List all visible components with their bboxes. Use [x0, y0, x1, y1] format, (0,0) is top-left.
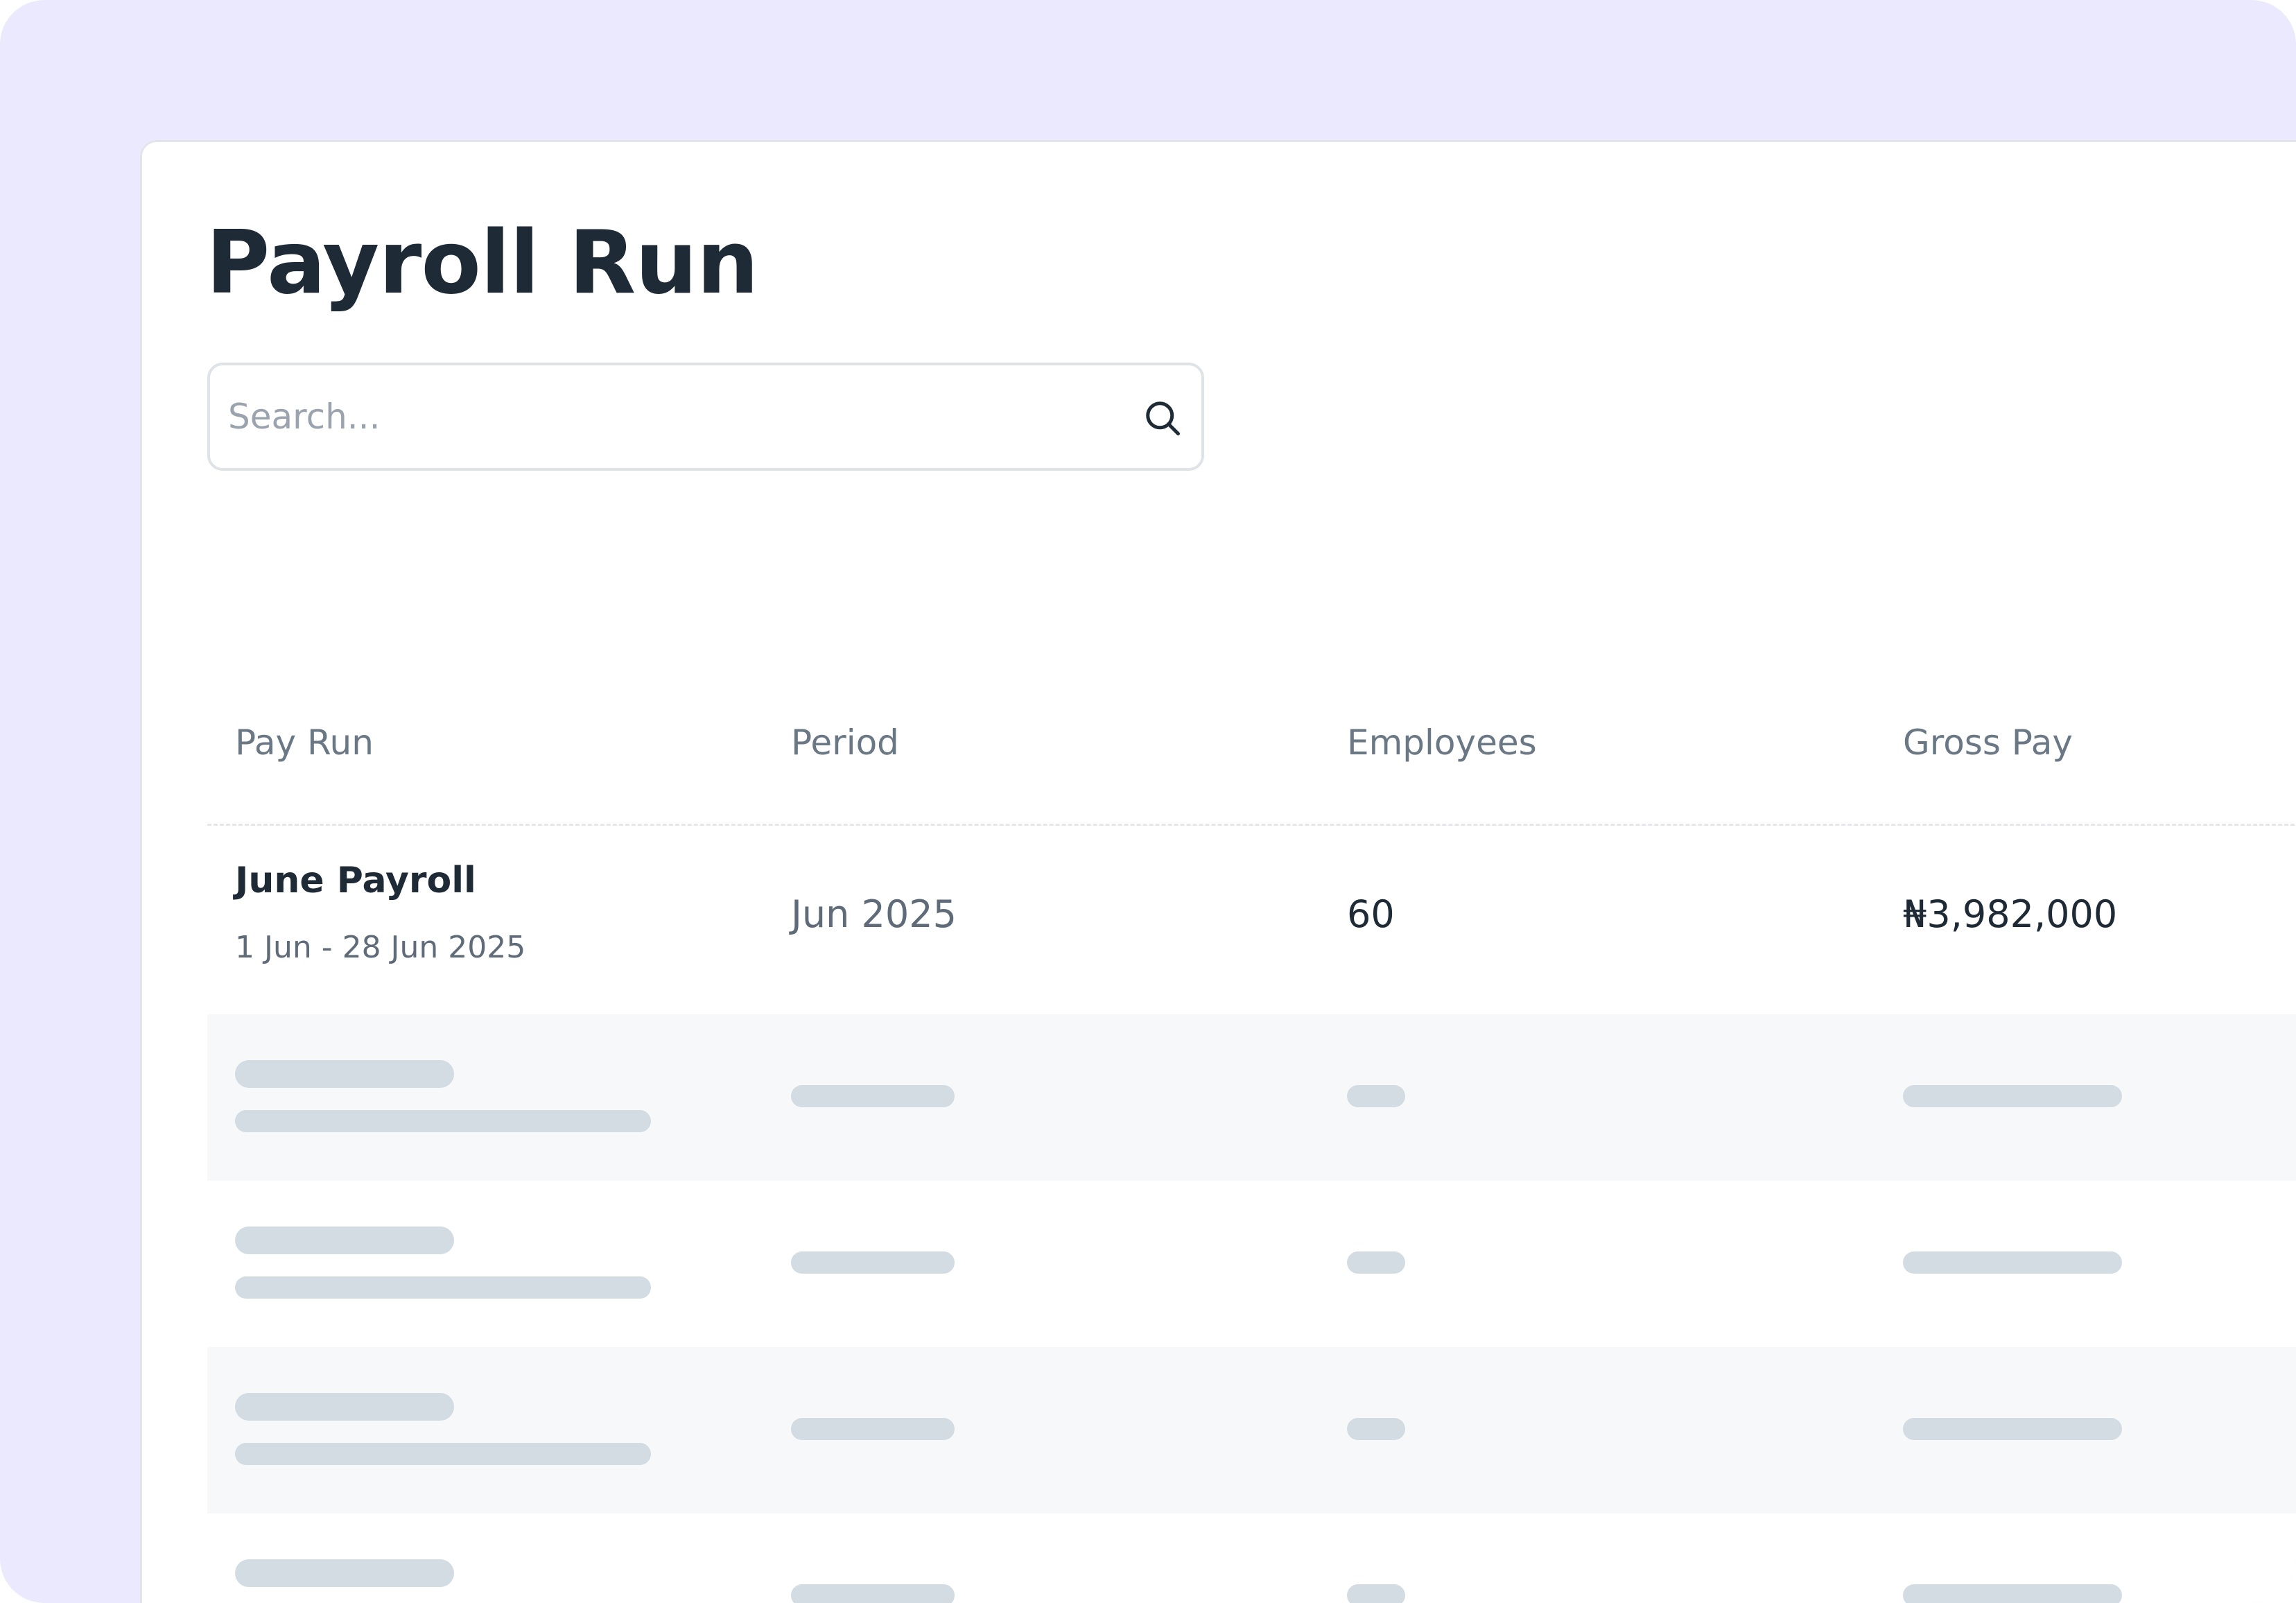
skeleton-bar [235, 1393, 454, 1421]
column-header-employees: Employees [1347, 722, 1537, 763]
page-title: Payroll Run [206, 211, 759, 313]
period-value: Jun 2025 [791, 892, 957, 936]
skeleton-bar [1903, 1584, 2122, 1603]
payroll-card: Payroll Run Pay Run Period Employees Gro… [140, 140, 2296, 1603]
skeleton-bar [235, 1227, 454, 1254]
skeleton-bar [1347, 1251, 1405, 1274]
skeleton-bar [235, 1559, 454, 1587]
skeleton-bar [791, 1085, 955, 1107]
search-icon[interactable] [1142, 397, 1183, 439]
skeleton-bar [791, 1418, 955, 1440]
skeleton-bar [235, 1443, 651, 1465]
skeleton-bar [1903, 1085, 2122, 1107]
loading-row [207, 1514, 2296, 1603]
skeleton-bar [235, 1060, 454, 1088]
column-header-period: Period [791, 722, 899, 763]
pay-run-dates: 1 Jun - 28 Jun 2025 [235, 930, 526, 965]
skeleton-bar [1347, 1085, 1405, 1107]
loading-row [207, 1347, 2296, 1514]
skeleton-bar [235, 1276, 651, 1299]
table-row[interactable]: June Payroll 1 Jun - 28 Jun 2025 Jun 202… [207, 826, 2296, 1014]
skeleton-bar [1347, 1584, 1405, 1603]
column-header-gross-pay: Gross Pay [1903, 722, 2073, 763]
employees-value: 60 [1347, 892, 1395, 936]
loading-row [207, 1181, 2296, 1347]
skeleton-bar [235, 1110, 651, 1132]
skeleton-bar [1903, 1251, 2122, 1274]
search-box[interactable] [207, 363, 1204, 471]
table-header: Pay Run Period Employees Gross Pay [207, 659, 2296, 826]
loading-row [207, 1014, 2296, 1181]
skeleton-bar [791, 1584, 955, 1603]
pay-run-name: June Payroll [235, 860, 476, 901]
search-input[interactable] [228, 365, 1088, 468]
skeleton-bar [1903, 1418, 2122, 1440]
column-header-pay-run: Pay Run [235, 722, 374, 763]
gross-pay-value: ₦3,982,000 [1903, 892, 2118, 936]
skeleton-bar [1347, 1418, 1405, 1440]
payroll-table: Pay Run Period Employees Gross Pay June … [207, 659, 2296, 1603]
skeleton-bar [791, 1251, 955, 1274]
